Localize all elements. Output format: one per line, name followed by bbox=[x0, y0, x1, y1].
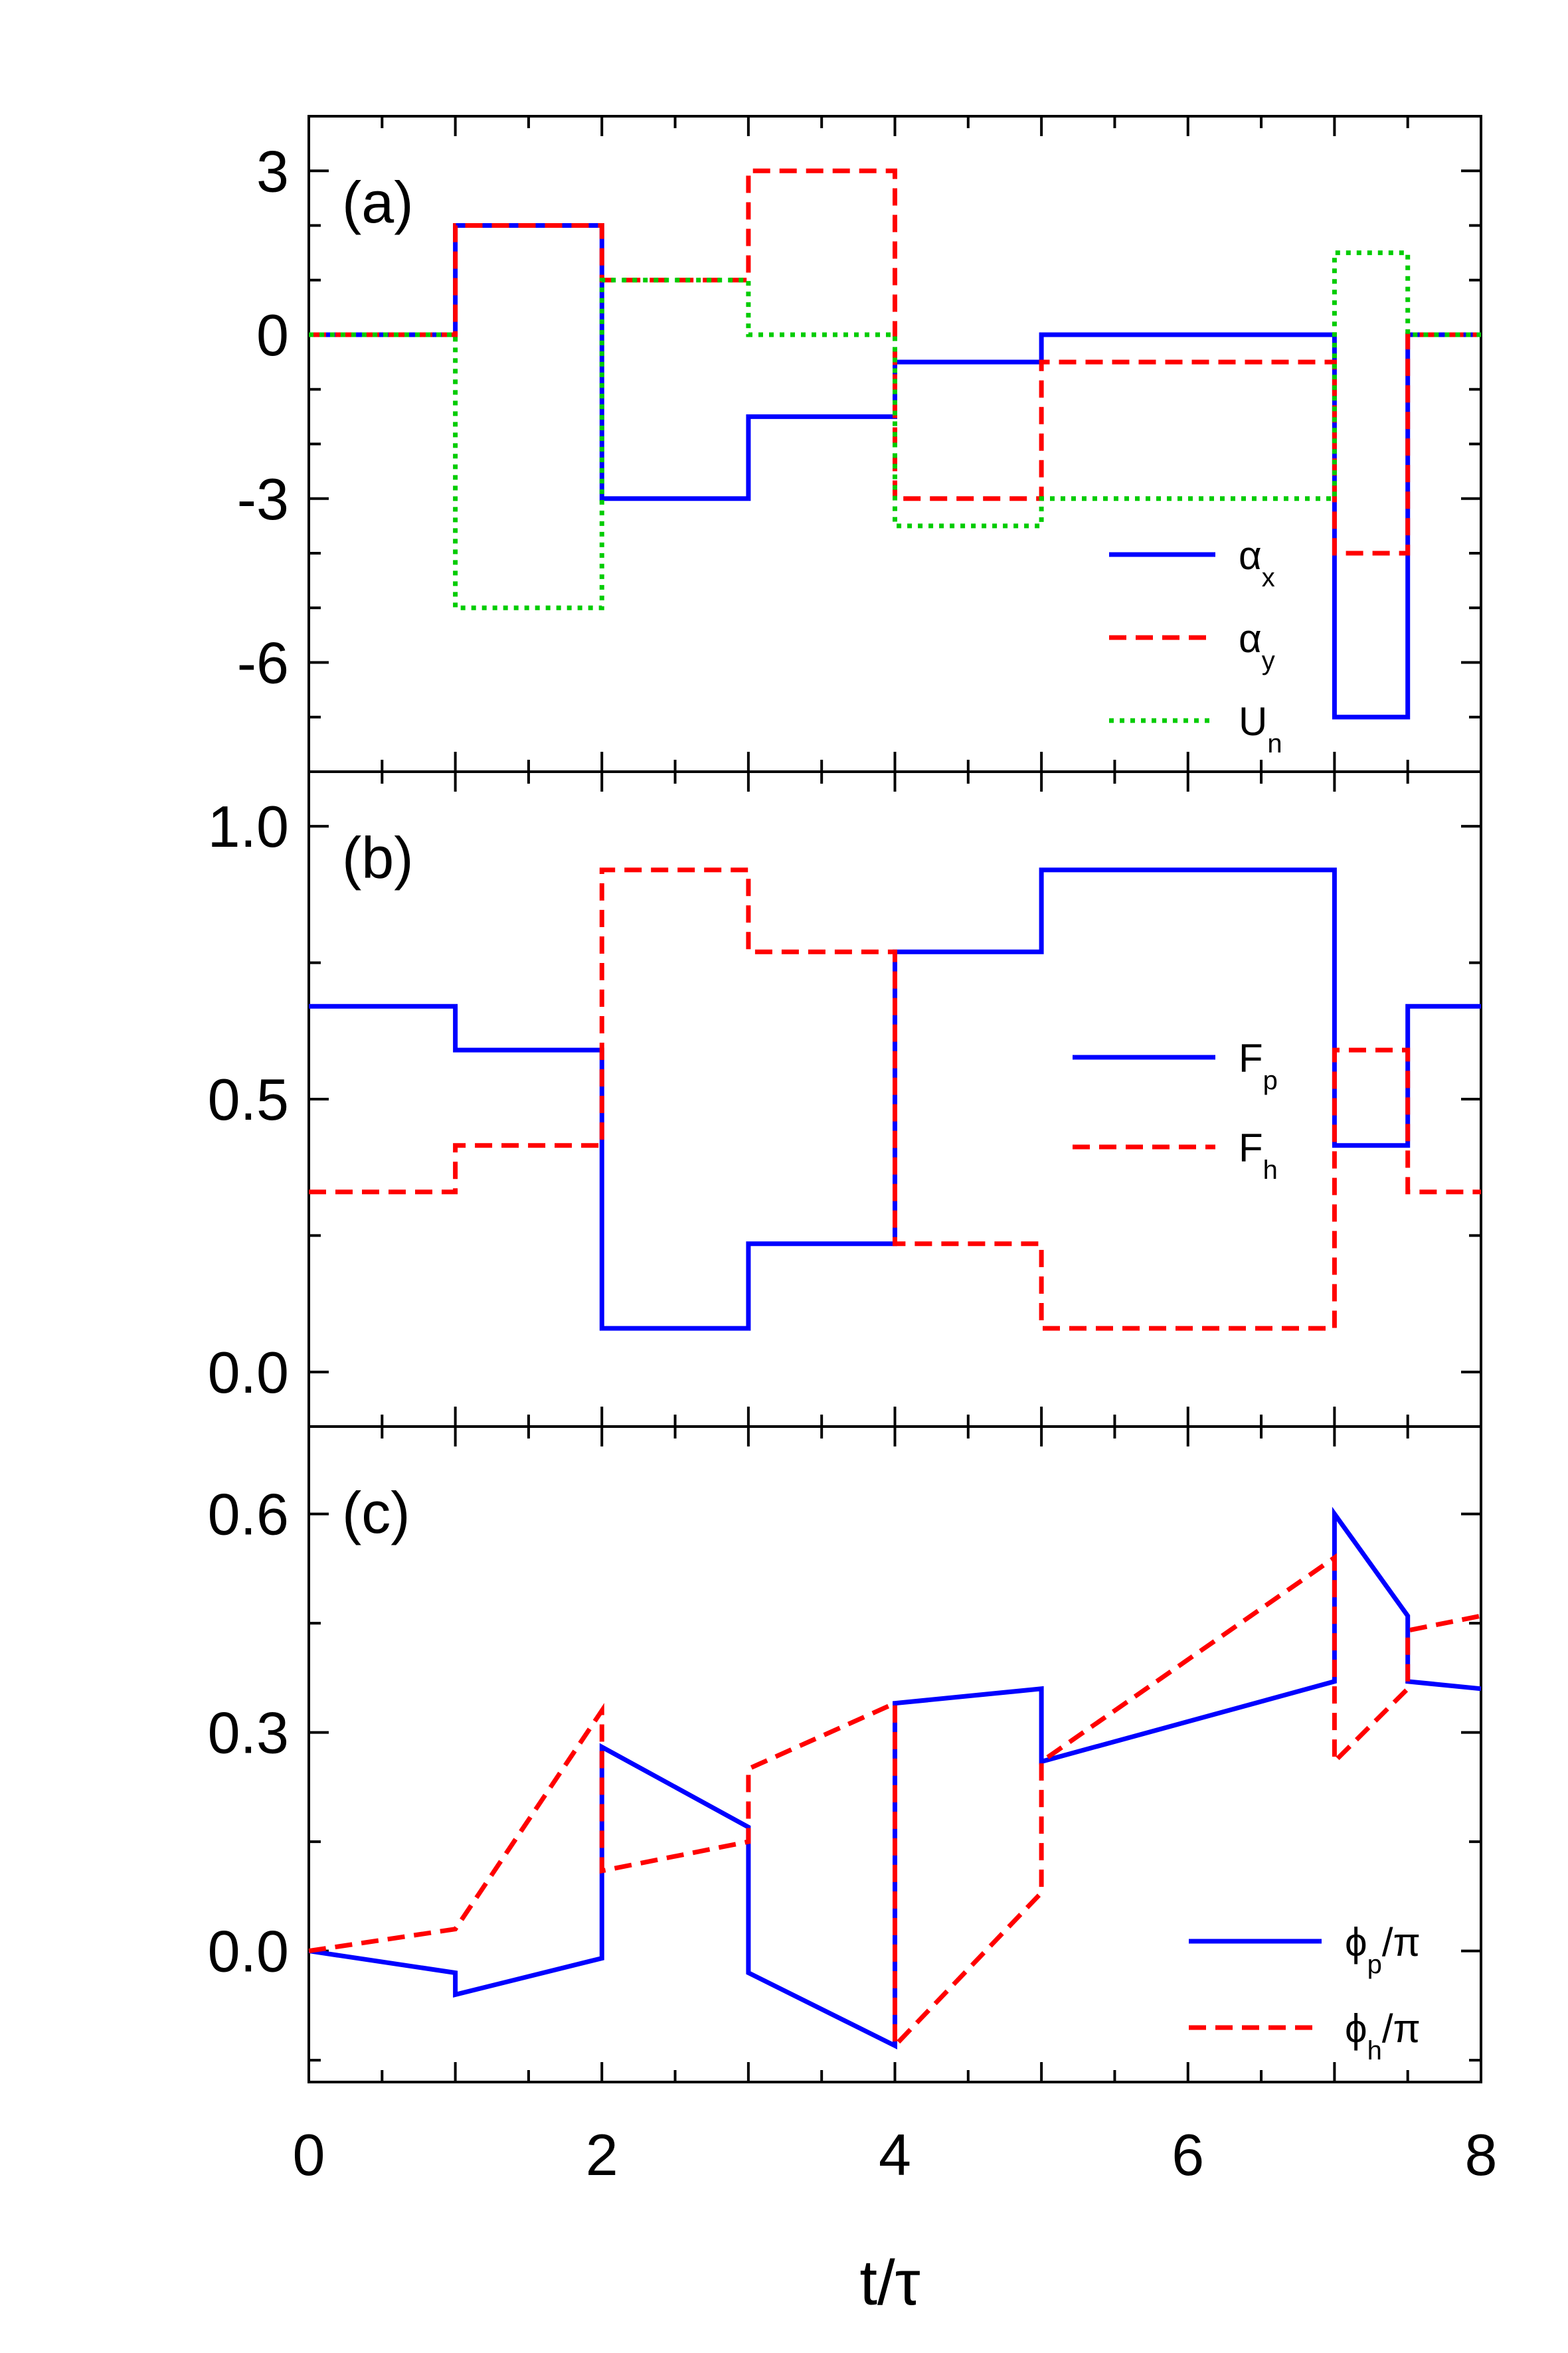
series-line-U-n bbox=[309, 250, 1481, 610]
legend-label: Un bbox=[1239, 699, 1282, 758]
panel-label: (c) bbox=[342, 1480, 410, 1545]
legend-label: ϕh/π bbox=[1345, 2006, 1421, 2065]
y-tick-label: 0.0 bbox=[208, 1919, 289, 1984]
series-line-α-y bbox=[309, 168, 1481, 556]
x-tick-label: 8 bbox=[1465, 2122, 1498, 2188]
y-tick-label: 0.3 bbox=[208, 1700, 289, 1766]
legend: Fp Fh bbox=[1073, 1036, 1278, 1185]
y-tick-label: 0 bbox=[256, 302, 289, 368]
y-tick-label: 0.5 bbox=[208, 1067, 289, 1132]
series-line-ϕ-h bbox=[308, 1553, 1482, 2051]
y-tick-label: 0.6 bbox=[208, 1482, 289, 1547]
x-tick-label: 2 bbox=[586, 2122, 618, 2188]
x-tick-label: 0 bbox=[293, 2122, 325, 2188]
x-tick-label: 6 bbox=[1172, 2122, 1204, 2188]
legend: αx αy Un bbox=[1109, 533, 1282, 758]
panel-label: (b) bbox=[342, 825, 414, 891]
series-line-ϕ-p bbox=[308, 1506, 1482, 2049]
legend-label: Fh bbox=[1239, 1126, 1278, 1185]
y-tick-label: 3 bbox=[256, 138, 289, 204]
x-tick-label: 4 bbox=[879, 2122, 911, 2188]
legend-label: Fp bbox=[1239, 1036, 1278, 1095]
y-tick-label: -3 bbox=[237, 466, 289, 532]
panel-b: 1.0 0.5 0.0 (b) Fp Fh bbox=[208, 770, 1482, 1428]
legend-label: αy bbox=[1239, 616, 1275, 675]
panel-c: 0.6 0.3 0.0 (c) ϕp/π ϕh/π bbox=[208, 1425, 1482, 2083]
panel-a: 3 0 -3 -6 (a) αx αy Un bbox=[237, 115, 1482, 773]
series-line-F-p bbox=[309, 867, 1481, 1331]
x-axis-title: t/τ bbox=[859, 2247, 920, 2318]
series-line-F-h bbox=[309, 867, 1481, 1331]
y-tick-label: 0.0 bbox=[208, 1340, 289, 1405]
y-tick-label: 1.0 bbox=[208, 794, 289, 859]
legend: ϕp/π ϕh/π bbox=[1189, 1920, 1421, 2065]
y-tick-label: -6 bbox=[237, 630, 289, 696]
legend-label: αx bbox=[1239, 533, 1275, 592]
legend-label: ϕp/π bbox=[1345, 1920, 1421, 1979]
panel-label: (a) bbox=[342, 169, 414, 235]
